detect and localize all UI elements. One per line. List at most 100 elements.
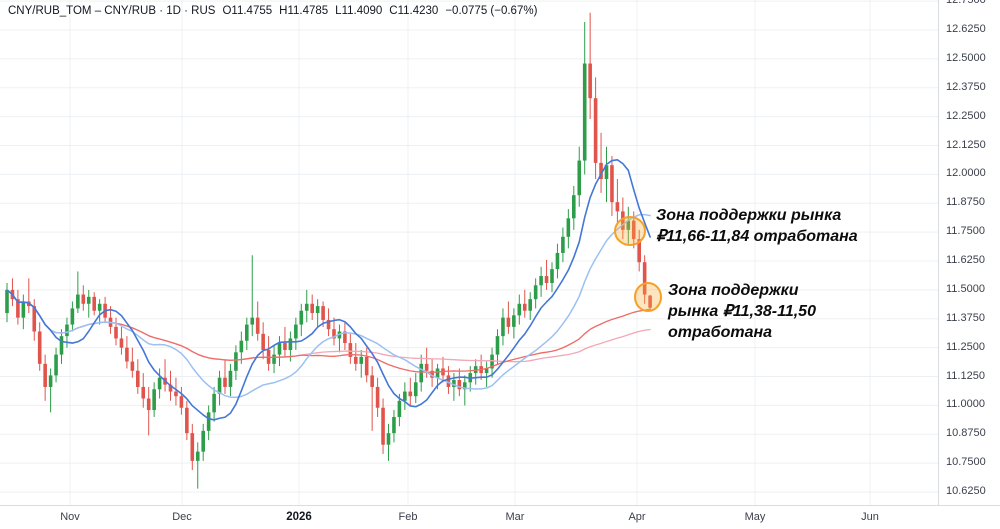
candle-body	[76, 294, 80, 309]
candle-body	[501, 317, 505, 337]
candle-body	[217, 377, 222, 394]
high-value: H11.4785	[279, 5, 329, 17]
support-zone-note-lower[interactable]: Зона поддержки рынка ₽11,38-11,50 отрабо…	[668, 280, 816, 343]
price-tick-label: 11.0000	[946, 398, 985, 411]
candle-body	[381, 407, 385, 445]
candle-body	[539, 276, 543, 286]
candle-body	[119, 338, 124, 348]
candle-body	[566, 218, 571, 237]
candle-body	[386, 433, 391, 445]
candle-body	[375, 386, 380, 408]
candle-body	[283, 343, 287, 350]
candle-body	[190, 433, 195, 461]
candle-body	[65, 324, 69, 337]
price-tick-label: 11.2500	[946, 340, 985, 353]
price-tick-label: 11.6250	[946, 254, 985, 267]
candlestick-chart[interactable]	[0, 0, 938, 505]
candle-body	[599, 162, 603, 180]
candle-body	[359, 356, 364, 364]
candle-body	[152, 389, 156, 411]
support-zone-highlight[interactable]	[614, 216, 646, 246]
time-tick-label: Jun	[861, 511, 879, 523]
annotation-line: рынка ₽11,38-11,50	[668, 303, 816, 320]
candle-body	[544, 276, 549, 283]
candle-body	[32, 306, 37, 332]
candle-body	[561, 236, 565, 253]
candle-body	[141, 386, 146, 399]
annotation-line: ₽11,66-11,84 отработана	[656, 228, 858, 245]
candle-body	[615, 202, 620, 212]
candle-body	[424, 363, 429, 371]
price-tick-label: 12.0000	[946, 167, 986, 180]
candle-body	[457, 380, 462, 390]
candle-body	[136, 370, 140, 387]
candle-body	[631, 220, 636, 240]
candle-body	[506, 317, 511, 327]
time-tick-label: Apr	[628, 511, 646, 523]
candle-body	[315, 306, 320, 314]
candle-body	[16, 299, 20, 318]
time-axis[interactable]: Nov Dec 2026 Feb Mar Apr May Jun	[0, 505, 1000, 529]
time-tick-label: Dec	[172, 511, 192, 523]
candle-body	[92, 296, 96, 311]
candle-body	[223, 377, 227, 387]
candle-body	[81, 294, 86, 304]
low-value: L11.4090	[335, 5, 383, 17]
price-tick-label: 10.6250	[946, 485, 986, 498]
support-zone-note-upper[interactable]: Зона поддержки рынка ₽11,66-11,84 отрабо…	[656, 205, 858, 247]
candle-body	[446, 375, 451, 387]
candle-body	[54, 354, 58, 376]
candle-body	[179, 396, 184, 408]
candle-body	[146, 398, 151, 411]
candle-body	[130, 361, 135, 371]
open-value: O11.4755	[222, 5, 273, 17]
candle-body	[168, 384, 173, 392]
candle-body	[408, 391, 413, 397]
candle-body	[604, 165, 609, 180]
candle-body	[490, 354, 494, 369]
candle-body	[364, 356, 369, 376]
symbol-info-bar: CNY/RUB_TOM – CNY/RUB · 1D · RUS O11.4755…	[8, 5, 544, 17]
candle-body	[234, 352, 238, 371]
candle-body	[354, 356, 358, 364]
candle-body	[533, 285, 538, 300]
candle-body	[588, 63, 592, 99]
change-value: −0.0775 (−0.67%)	[445, 5, 538, 17]
candle-body	[212, 393, 216, 413]
time-tick-label: Mar	[505, 511, 525, 523]
ma-line-sma9	[6, 158, 651, 421]
candle-body	[255, 317, 260, 334]
symbol-title[interactable]: CNY/RUB_TOM – CNY/RUB · 1D · RUS	[8, 5, 216, 17]
candle-body	[642, 262, 647, 295]
price-tick-label: 12.6250	[946, 23, 986, 36]
candle-body	[97, 303, 102, 311]
candle-body	[195, 451, 200, 461]
candle-body	[245, 324, 249, 341]
candle-body	[228, 370, 233, 387]
candle-body	[403, 391, 407, 401]
support-zone-highlight[interactable]	[634, 282, 662, 312]
candle-body	[21, 301, 26, 318]
candle-body	[299, 310, 304, 325]
candle-body	[250, 317, 255, 325]
annotation-line: отработана	[668, 324, 773, 341]
time-tick-label: 2026	[286, 511, 312, 523]
candle-body	[272, 354, 276, 364]
candle-body	[310, 303, 314, 314]
price-axis[interactable]: 12.7500 12.6250 12.5000 12.3750 12.2500 12.12…	[938, 0, 1000, 505]
ma-line-sma21	[6, 213, 651, 399]
candle-body	[621, 211, 625, 230]
price-tick-label: 12.1250	[946, 138, 986, 151]
candle-body	[463, 382, 467, 390]
candle-body	[522, 303, 527, 311]
chart-plot-area[interactable]: CNY/RUB_TOM – CNY/RUB · 1D · RUS O11.4755…	[0, 0, 938, 505]
candle-body	[48, 375, 53, 387]
candle-body	[185, 407, 189, 434]
candle-body	[277, 343, 282, 355]
candle-body	[413, 382, 418, 397]
candle-body	[528, 299, 532, 311]
annotation-line: Зона поддержки	[668, 282, 799, 299]
candle-body	[239, 340, 244, 353]
candle-body	[582, 63, 587, 161]
candle-body	[572, 195, 576, 219]
